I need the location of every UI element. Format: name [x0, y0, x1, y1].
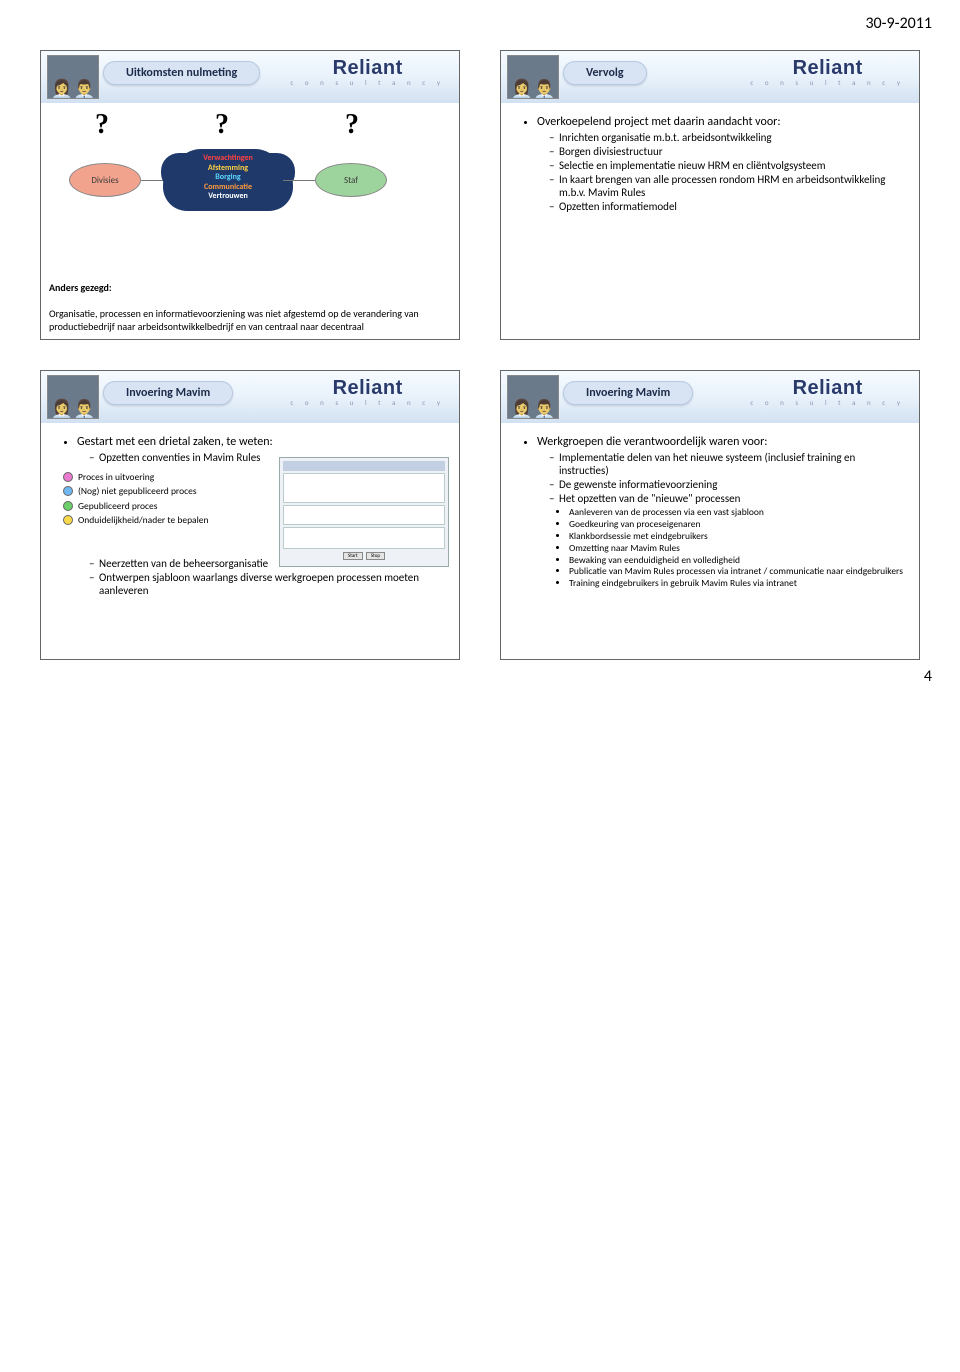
header-photo [507, 375, 559, 419]
list-item: Opzetten informatiemodel [549, 200, 907, 213]
slide-4: Invoering Mavim Reliant c o n s u l t a … [500, 370, 920, 660]
legend-label: (Nog) niet gepubliceerd proces [78, 484, 197, 498]
slide-3-lead: Gestart met een drietal zaken, te weten: [77, 435, 447, 449]
list-item: Implementatie delen van het nieuwe syste… [549, 451, 907, 477]
brand-logo: Reliant c o n s u l t a n c y [290, 57, 445, 87]
slide-3: Invoering Mavim Reliant c o n s u l t a … [40, 370, 460, 660]
header-photo [47, 55, 99, 99]
node-staf: Staf [315, 163, 387, 197]
list-item: Het opzetten van de "nieuwe" processen [549, 492, 907, 505]
node-divisies: Divisies [69, 163, 141, 197]
caption-body: Organisatie, processen en informatievoor… [49, 307, 419, 333]
list-item: Training eindgebruikers in gebruik Mavim… [569, 578, 907, 590]
slide-1-title: Uitkomsten nulmeting [103, 61, 260, 85]
list-item: Inrichten organisatie m.b.t. arbeidsontw… [549, 131, 907, 144]
page-date: 30-9-2011 [865, 14, 932, 33]
slide-2-lead: Overkoepelend project met daarin aandach… [537, 115, 907, 129]
list-item: Ontwerpen sjabloon waarlangs diverse wer… [89, 571, 447, 597]
slide-4-title: Invoering Mavim [563, 381, 693, 405]
sjabloon-dialog: Start Stop [279, 457, 449, 567]
brand-logo: Reliant c o n s u l t a n c y [290, 377, 445, 407]
page-number: 4 [924, 667, 932, 686]
header-photo [47, 375, 99, 419]
slide-2-title: Vervolg [563, 61, 647, 85]
question-mark-icon: ? [215, 109, 229, 141]
caption-lead: Anders gezegd: [49, 281, 112, 294]
slide-4-lead: Werkgroepen die verantwoordelijk waren v… [537, 435, 907, 449]
list-item: Omzetting naar Mavim Rules [569, 543, 907, 555]
legend-dot-icon [63, 472, 73, 482]
legend-label: Proces in uitvoering [78, 470, 154, 484]
nulmeting-diagram: ? ? ? Divisies Verwachtingen Afstemming … [59, 111, 447, 231]
list-item: Selectie en implementatie nieuw HRM en c… [549, 159, 907, 172]
question-mark-icon: ? [95, 109, 109, 141]
slide-grid: Uitkomsten nulmeting Reliant c o n s u l… [40, 50, 920, 660]
slide-2: Vervolg Reliant c o n s u l t a n c y Ov… [500, 50, 920, 340]
header-photo [507, 55, 559, 99]
brand-logo: Reliant c o n s u l t a n c y [750, 57, 905, 87]
slide-3-title: Invoering Mavim [103, 381, 233, 405]
list-item: Borgen divisiestructuur [549, 145, 907, 158]
list-item: Klankbordsessie met eindgebruikers [569, 531, 907, 543]
list-item: Neerzetten van de beheersorganisatie [89, 557, 447, 570]
list-item: In kaart brengen van alle processen rond… [549, 173, 907, 199]
list-item: Goedkeuring van proceseigenaren [569, 519, 907, 531]
cloud-node: Verwachtingen Afstemming Borging Communi… [173, 149, 283, 207]
brand-logo: Reliant c o n s u l t a n c y [750, 377, 905, 407]
brand-sub: c o n s u l t a n c y [290, 78, 445, 87]
brand-name: Reliant [290, 57, 445, 80]
slide-1-caption: Anders gezegd: Organisatie, processen en… [49, 281, 446, 333]
legend-label: Gepubliceerd proces [78, 499, 157, 513]
legend-label: Onduidelijkheid/nader te bepalen [78, 513, 209, 527]
question-mark-icon: ? [345, 109, 359, 141]
slide-1: Uitkomsten nulmeting Reliant c o n s u l… [40, 50, 460, 340]
legend-dot-icon [63, 486, 73, 496]
legend-dot-icon [63, 515, 73, 525]
list-item: De gewenste informatievoorziening [549, 478, 907, 491]
cloud-word: Vertrouwen [208, 192, 248, 202]
legend-dot-icon [63, 501, 73, 511]
